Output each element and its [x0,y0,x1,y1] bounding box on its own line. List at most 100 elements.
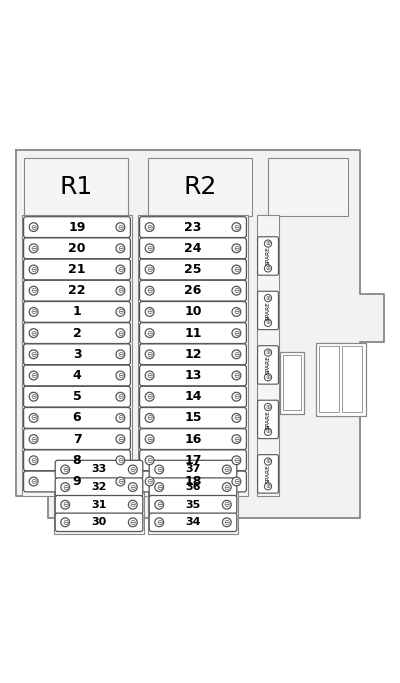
Bar [148,460,238,534]
Bar [280,352,304,413]
FancyBboxPatch shape [24,217,130,238]
Text: 24: 24 [184,242,202,255]
Circle shape [232,392,241,401]
FancyBboxPatch shape [140,217,246,238]
Text: 25: 25 [184,263,202,276]
Circle shape [61,501,70,509]
FancyBboxPatch shape [55,460,143,479]
Text: ⊖: ⊖ [233,265,240,274]
Circle shape [232,477,241,486]
Text: ⊖: ⊖ [117,307,124,316]
Text: 34: 34 [185,517,201,527]
Circle shape [145,392,154,401]
Text: ⊖: ⊖ [233,434,240,443]
Circle shape [232,371,241,380]
FancyBboxPatch shape [140,450,246,471]
Text: 10: 10 [184,305,202,318]
Bar [268,158,348,216]
Text: ⊖: ⊖ [233,307,240,316]
Text: ⊖: ⊖ [30,413,37,422]
Text: ⊖: ⊖ [146,413,153,422]
Text: 36: 36 [185,482,201,492]
FancyBboxPatch shape [140,280,246,301]
Text: ⊖: ⊖ [146,477,153,486]
Text: 35: 35 [185,500,201,510]
Text: ⊖: ⊖ [117,244,124,253]
FancyBboxPatch shape [140,471,246,492]
FancyBboxPatch shape [24,471,130,492]
Bar [148,158,252,216]
Circle shape [232,329,241,337]
FancyBboxPatch shape [140,301,246,322]
Circle shape [116,350,125,359]
Circle shape [145,413,154,422]
Circle shape [29,371,38,380]
Bar [24,158,128,216]
FancyBboxPatch shape [24,301,130,322]
Text: ⊖: ⊖ [130,465,136,474]
Circle shape [264,265,272,272]
Circle shape [232,350,241,359]
FancyBboxPatch shape [140,429,246,449]
FancyBboxPatch shape [24,429,130,449]
Text: ⊖: ⊖ [130,483,136,492]
Bar [342,346,362,413]
FancyBboxPatch shape [24,387,130,407]
Circle shape [29,350,38,359]
Circle shape [29,413,38,422]
Circle shape [116,434,125,443]
FancyBboxPatch shape [55,495,143,514]
Circle shape [145,286,154,295]
Circle shape [29,392,38,401]
Polygon shape [16,150,384,518]
Text: ⊖: ⊖ [146,244,153,253]
FancyBboxPatch shape [140,238,246,259]
Text: 8: 8 [73,454,81,466]
Circle shape [145,223,154,232]
Text: ⊖: ⊖ [233,223,240,232]
Circle shape [116,456,125,464]
Text: ⊖: ⊖ [146,265,153,274]
Circle shape [222,501,231,509]
Text: SPARE: SPARE [266,464,270,484]
Circle shape [145,265,154,274]
Circle shape [264,458,272,465]
Text: ⊖: ⊖ [30,329,37,337]
FancyBboxPatch shape [140,365,246,386]
Text: 5: 5 [73,390,81,403]
Circle shape [29,265,38,274]
Circle shape [29,329,38,337]
Text: ⊖: ⊖ [30,223,37,232]
Text: R2: R2 [183,174,217,199]
Text: ⊖: ⊖ [224,465,230,474]
Text: ⊖: ⊖ [233,371,240,380]
FancyBboxPatch shape [149,495,237,514]
Bar [54,460,144,534]
Circle shape [29,223,38,232]
Text: 9: 9 [73,475,81,488]
Circle shape [232,434,241,443]
FancyBboxPatch shape [149,513,237,531]
FancyBboxPatch shape [140,344,246,365]
Text: ⊕: ⊕ [265,320,271,325]
Circle shape [29,286,38,295]
Text: ⊖: ⊖ [233,350,240,359]
Circle shape [264,349,272,356]
Text: ⊖: ⊖ [30,434,37,443]
Circle shape [155,483,164,492]
Circle shape [232,244,241,253]
Text: ⊖: ⊖ [117,477,124,486]
Text: ⊕: ⊕ [265,241,271,246]
Text: ⊖: ⊖ [30,371,37,380]
FancyBboxPatch shape [55,513,143,531]
Circle shape [128,518,137,527]
FancyBboxPatch shape [258,400,278,438]
Circle shape [29,477,38,486]
Circle shape [264,404,272,410]
Text: ⊖: ⊖ [224,483,230,492]
Text: ⊖: ⊖ [30,350,37,359]
Text: 7: 7 [73,432,81,445]
Circle shape [264,374,272,381]
Circle shape [145,350,154,359]
Text: ⊕: ⊕ [265,375,271,380]
